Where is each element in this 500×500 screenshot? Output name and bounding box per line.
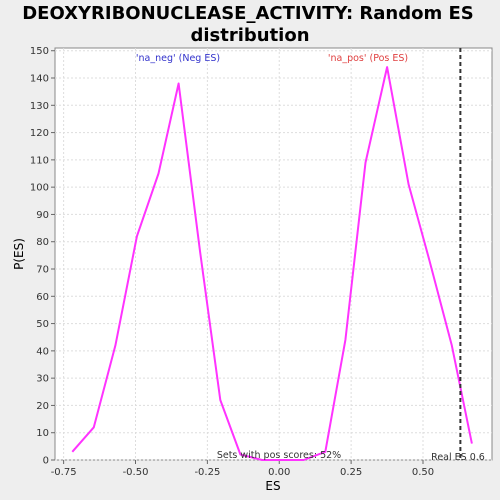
x-tick-label: -0.75	[51, 467, 77, 478]
y-tick-label: 110	[30, 155, 49, 166]
pos-es-label: 'na_pos' (Pos ES)	[328, 53, 408, 64]
x-tick-label: 0.25	[340, 467, 362, 478]
y-tick-label: 0	[43, 456, 49, 467]
axis-ticks: 0 10 20 30 40 50 60 70 80 90 100 110 120 130 140 150 -0.…	[30, 46, 434, 478]
grid-lines	[55, 48, 492, 461]
y-tick-label: 150	[30, 46, 49, 57]
y-tick-label: 30	[36, 374, 49, 385]
plot-area	[54, 47, 493, 461]
y-tick-label: 60	[36, 292, 49, 303]
y-tick-label: 20	[36, 401, 49, 412]
y-tick-label: 100	[30, 183, 49, 194]
series-line	[71, 66, 473, 461]
y-tick-label: 70	[36, 265, 49, 276]
x-tick-label: -0.50	[123, 467, 149, 478]
y-tick-label: 50	[36, 319, 49, 330]
chart-title-line1: DEOXYRIBONUCLEASE_ACTIVITY: Random ES	[22, 3, 474, 24]
x-tick-label: 0.00	[268, 467, 290, 478]
y-tick-label: 40	[36, 346, 49, 357]
sets-pos-scores-label: Sets with pos scores: 52%	[217, 450, 341, 461]
x-axis-label: ES	[265, 479, 280, 493]
series-layer	[71, 66, 473, 461]
neg-es-label: 'na_neg' (Neg ES)	[136, 53, 220, 64]
chart-title-line2: distribution	[190, 25, 309, 46]
y-tick-label: 140	[30, 74, 49, 85]
y-tick-label: 80	[36, 237, 49, 248]
y-tick-label: 10	[36, 428, 49, 439]
y-tick-label: 90	[36, 210, 49, 221]
y-axis-label: P(ES)	[12, 238, 26, 270]
x-tick-label: 0.50	[412, 467, 434, 478]
y-tick-label: 120	[30, 128, 49, 139]
y-tick-label: 130	[30, 101, 49, 112]
real-es-label: Real ES 0.6	[431, 452, 485, 463]
x-tick-label: -0.25	[194, 467, 220, 478]
